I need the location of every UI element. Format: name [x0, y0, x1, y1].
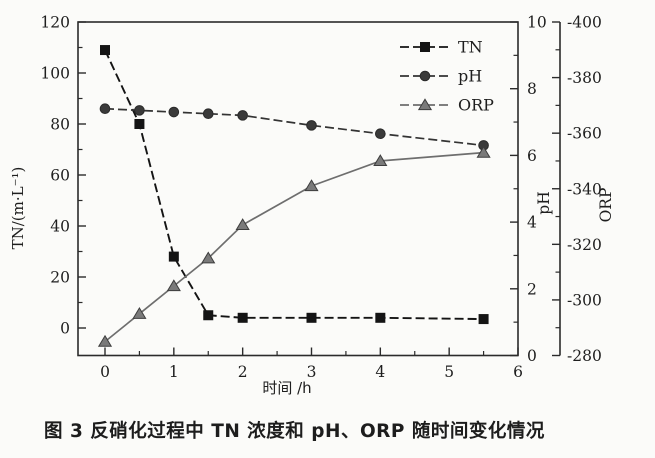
series-line — [104, 49, 484, 321]
y-axis-tn: 0 20 40 60 80 100 120 TN/(m·L⁻¹) — [9, 14, 86, 338]
square-icon — [420, 42, 430, 52]
ph-tick-label: 8 — [527, 80, 537, 98]
tn-tick-label: 0 — [60, 320, 70, 338]
x-tick-label: 3 — [307, 363, 317, 381]
ph-tick-label: 0 — [527, 347, 537, 365]
y-axis-ph: 0 2 4 6 8 10 pH — [510, 14, 553, 365]
ph-tick-label: 6 — [527, 147, 537, 165]
triangle-marker — [373, 154, 388, 167]
x-axis: 0 1 2 3 4 5 6 时间 /h — [100, 347, 523, 397]
tn-tick-label: 20 — [50, 269, 70, 287]
x-tick-label: 0 — [100, 363, 110, 381]
orp-tick-label: -340 — [567, 180, 602, 198]
triangle-marker — [166, 279, 181, 292]
circle-icon — [419, 70, 431, 82]
x-tick-label: 6 — [513, 363, 523, 381]
legend-label: ORP — [458, 96, 494, 115]
series-ph — [99, 103, 489, 151]
figure-caption: 图 3 反硝化过程中 TN 浓度和 pH、ORP 随时间变化情况 — [44, 421, 545, 442]
circle-marker — [99, 103, 111, 115]
circle-marker — [134, 105, 145, 116]
ph-tick-label: 10 — [527, 14, 547, 32]
orp-tick-label: -300 — [567, 291, 602, 309]
legend-item-tn: TN — [400, 38, 483, 57]
triangle-marker — [235, 218, 250, 230]
circle-marker — [237, 110, 248, 121]
orp-tick-label: -360 — [567, 125, 602, 143]
ph-tick-label: 4 — [527, 214, 537, 232]
legend-label: TN — [458, 38, 483, 57]
triangle-marker — [476, 145, 491, 158]
orp-axis-title: ORP — [597, 188, 615, 223]
legend-label: pH — [458, 67, 482, 86]
tn-tick-label: 80 — [50, 116, 70, 134]
legend: TN pH ORP — [400, 38, 494, 115]
tn-tick-label: 100 — [40, 65, 70, 83]
triangle-marker — [97, 334, 113, 347]
square-marker — [478, 314, 489, 325]
square-marker — [100, 45, 110, 56]
tn-tick-label: 60 — [50, 167, 70, 185]
circle-marker — [375, 128, 386, 140]
x-tick-label: 5 — [444, 363, 454, 381]
series-orp — [97, 145, 491, 347]
series-tn — [100, 45, 489, 325]
legend-item-orp: ORP — [400, 96, 494, 115]
circle-marker — [202, 108, 214, 120]
orp-tick-label: -380 — [567, 69, 602, 87]
square-marker — [375, 312, 386, 323]
square-marker — [134, 119, 145, 129]
tn-tick-label: 120 — [40, 14, 70, 32]
y-axis-orp: -280 -300 -320 -340 -360 -380 -400 ORP — [552, 14, 615, 365]
ph-tick-label: 2 — [527, 280, 537, 298]
orp-tick-label: -280 — [567, 347, 602, 365]
square-marker — [306, 312, 317, 323]
x-tick-label: 1 — [169, 363, 179, 381]
x-axis-title: 时间 /h — [262, 379, 311, 397]
triangle-marker — [304, 179, 319, 192]
square-marker — [237, 312, 248, 323]
x-tick-label: 2 — [238, 363, 248, 381]
chart: 0 1 2 3 4 5 6 时间 /h 0 20 40 60 80 100 120 TN/(m·L⁻¹) 0 2 4… — [9, 14, 615, 398]
circle-marker — [168, 106, 180, 118]
triangle-marker — [201, 251, 216, 264]
x-tick-label: 4 — [375, 363, 385, 381]
series-line — [104, 151, 484, 343]
plot-frame — [77, 21, 519, 357]
tn-axis-title: TN/(m·L⁻¹) — [9, 167, 27, 250]
square-marker — [168, 251, 179, 262]
circle-marker — [306, 120, 317, 131]
tn-tick-label: 40 — [50, 218, 70, 236]
series-line — [104, 107, 484, 147]
square-marker — [203, 310, 214, 321]
orp-tick-label: -320 — [567, 236, 602, 254]
triangle-marker — [132, 307, 147, 319]
orp-tick-label: -400 — [567, 14, 602, 32]
ph-axis-title: pH — [535, 191, 553, 214]
triangle-icon — [417, 98, 433, 111]
legend-item-ph: pH — [400, 67, 482, 86]
